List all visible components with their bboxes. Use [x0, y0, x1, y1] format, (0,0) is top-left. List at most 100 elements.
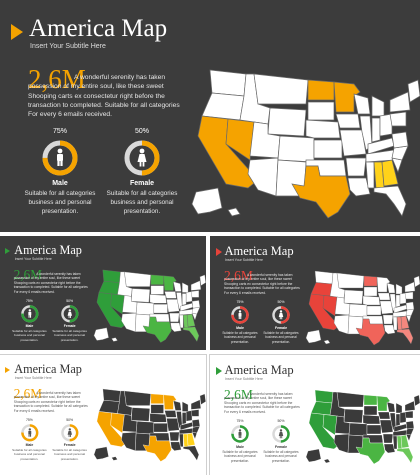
us-map — [93, 270, 206, 344]
state-ar — [382, 314, 394, 325]
male-icon — [238, 429, 242, 438]
state-ak — [305, 448, 322, 463]
female-icon — [67, 427, 72, 437]
state-sd — [307, 101, 335, 121]
state-hi — [111, 337, 118, 343]
gauge-fill — [42, 140, 78, 176]
state-ga — [381, 159, 399, 187]
state-nd — [307, 79, 335, 101]
state-ne — [305, 119, 341, 139]
state-ks — [366, 424, 382, 435]
state-hi — [323, 458, 331, 464]
state-ia — [335, 113, 361, 129]
state-ne2 — [407, 79, 420, 103]
state-pa — [404, 291, 414, 300]
gauge-ring — [124, 140, 160, 176]
gauge-label: Male — [25, 324, 34, 329]
state-ar — [169, 432, 180, 442]
state-va — [192, 419, 201, 428]
gauge-ring — [20, 304, 38, 323]
gauge-caption: Suitable for all categories business and… — [24, 190, 96, 216]
description-text: A wonderful serenity has taken possessio… — [28, 74, 180, 118]
state-tx — [291, 165, 351, 219]
state-ak — [191, 187, 223, 215]
gauge-label: Female — [274, 326, 288, 330]
state-mn — [163, 395, 177, 411]
state-mn — [333, 81, 361, 113]
state-ga — [400, 315, 410, 330]
state-mt — [253, 73, 309, 105]
state-mi — [395, 283, 403, 295]
gauge-caption: Suitable for all categories business and… — [106, 190, 178, 216]
state-nd — [150, 394, 164, 405]
state-va — [405, 420, 415, 430]
state-ia — [377, 411, 391, 420]
gauge-ring — [272, 306, 290, 324]
state-wa — [314, 270, 334, 285]
state-va — [405, 301, 415, 311]
state-pa — [191, 409, 200, 417]
state-in — [182, 412, 187, 425]
state-or — [310, 401, 333, 416]
state-nd — [363, 275, 378, 287]
us-map — [305, 270, 420, 346]
state-ny — [191, 399, 202, 411]
state-co — [136, 302, 155, 316]
state-in — [182, 293, 187, 306]
gauge-label: Female — [129, 180, 155, 187]
gauge-caption: Suitable for all categories business and… — [263, 330, 299, 344]
gauge-fill — [20, 423, 38, 442]
state-sd — [363, 286, 378, 297]
gauge-label: Female — [63, 324, 76, 329]
slide-subtitle: Insert Your Subtitle Here — [30, 43, 106, 50]
male-icon — [27, 308, 31, 318]
slide-4: America Map Insert Your Subtitle Here 2,6M… — [0, 354, 207, 475]
state-ga — [400, 434, 410, 449]
state-hi — [323, 339, 331, 345]
state-tx — [142, 436, 172, 463]
gauge-ring — [272, 425, 290, 443]
state-ar — [169, 313, 180, 323]
us-map — [93, 389, 206, 463]
gauge-fill — [61, 304, 79, 323]
state-ak — [93, 328, 110, 342]
state-mn — [163, 276, 177, 292]
slide-subtitle: Insert Your Subtitle Here — [14, 376, 52, 381]
gauge-percent: 75% — [52, 128, 67, 135]
state-ny — [404, 400, 416, 412]
state-wy — [343, 289, 364, 305]
state-tx — [355, 318, 386, 346]
stat-value: 2,6M — [13, 386, 43, 402]
state-ne — [362, 414, 381, 425]
gauge-label: Male — [25, 443, 34, 448]
female-icon — [278, 310, 284, 320]
state-sd — [363, 405, 378, 416]
state-fl — [396, 447, 414, 464]
state-az — [247, 157, 279, 197]
stat-value: 2,6M — [13, 267, 43, 283]
state-fl — [183, 327, 200, 343]
us-map — [305, 389, 420, 465]
slide-title: America Map — [14, 243, 82, 258]
state-pa — [191, 290, 200, 298]
state-ne2 — [413, 275, 420, 288]
state-wa — [102, 389, 121, 403]
gauge-percent: 50% — [66, 417, 74, 422]
gauge-label: Female — [274, 445, 288, 449]
gauge-fill — [61, 423, 79, 442]
state-in — [395, 294, 401, 308]
state-mi — [182, 282, 189, 294]
gauge-ring — [42, 140, 78, 176]
description-text: A wonderful serenity has taken possessio… — [224, 391, 300, 414]
description-text: A wonderful serenity has taken possessio… — [13, 390, 88, 413]
gauge-fill — [272, 425, 290, 443]
state-tx — [355, 437, 386, 465]
male-icon — [238, 310, 242, 319]
state-la — [170, 442, 182, 452]
state-ar — [382, 433, 394, 444]
state-or — [310, 282, 333, 297]
gauge-label: Male — [52, 180, 68, 187]
gauge-percent: 50% — [134, 128, 149, 135]
gauge-fill — [124, 140, 160, 176]
title-marker-icon — [215, 248, 222, 256]
